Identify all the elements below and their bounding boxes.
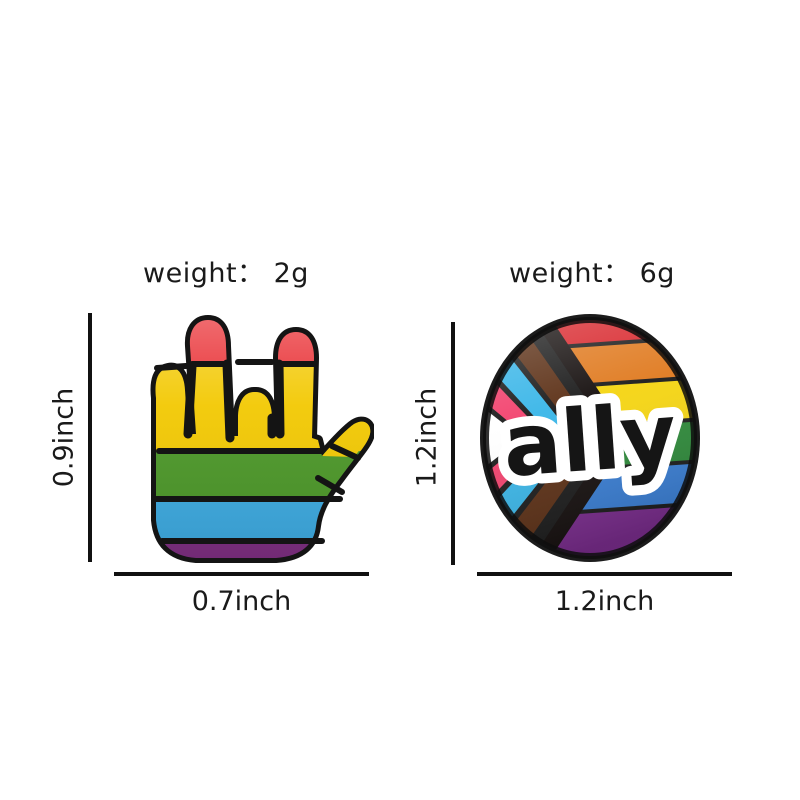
svg-text:ally: ally <box>500 385 680 497</box>
hand-pin-detail-lines <box>153 359 361 544</box>
ally-pin-inner-ring <box>483 317 697 559</box>
width-label-hand-pin: 0.7inch <box>191 586 292 617</box>
height-label-ally-pin: 1.2inch <box>411 387 443 488</box>
width-rule-hand-pin <box>114 572 369 576</box>
ally-badge-text: ally ally <box>490 375 690 507</box>
width-rule-ally-pin <box>477 572 732 576</box>
height-label-hand-pin: 0.9inch <box>48 387 80 488</box>
weight-label-ally-pin: weight： 6g <box>509 258 675 289</box>
width-label-ally-pin: 1.2inch <box>554 586 655 617</box>
height-rule-hand-pin <box>88 313 92 562</box>
weight-label-hand-pin: weight： 2g <box>143 258 309 289</box>
svg-text:ally: ally <box>500 385 680 497</box>
height-rule-ally-pin <box>451 322 455 565</box>
vulcan-salute-pin-image <box>126 306 374 568</box>
ally-pin-image: ally ally <box>480 312 704 564</box>
